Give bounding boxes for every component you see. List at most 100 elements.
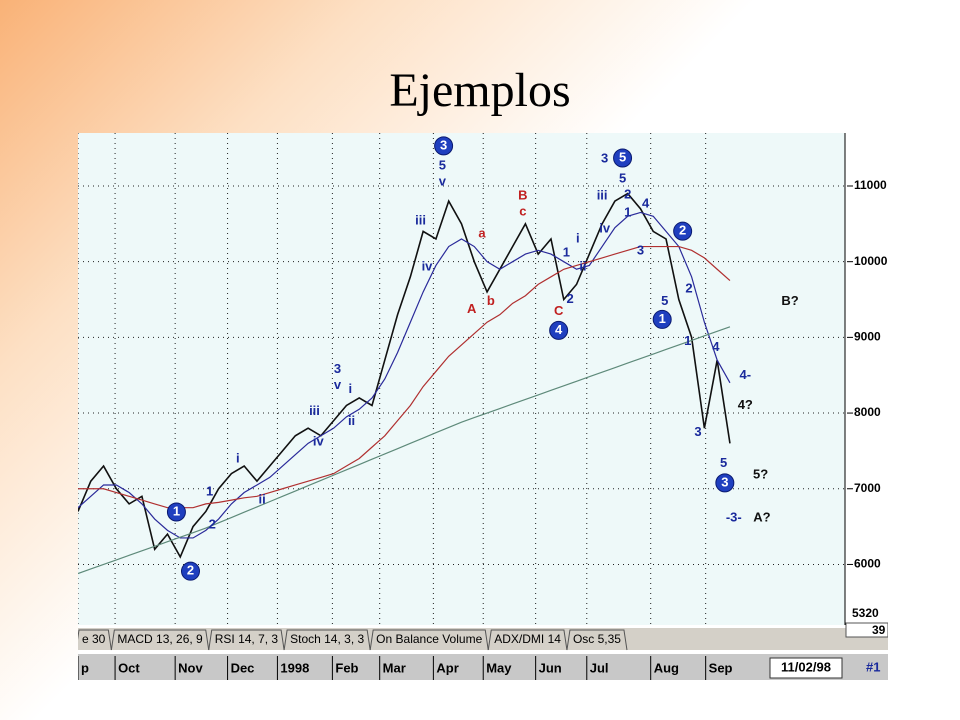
tab-outline: [283, 629, 371, 651]
x-tick-label: Dec: [231, 660, 255, 675]
wave-label: c: [519, 204, 526, 219]
wave-label: 5?: [753, 466, 768, 481]
wave-label: 1: [206, 483, 213, 498]
indicator-tab[interactable]: e 30: [82, 632, 106, 646]
wave-circle: [652, 309, 672, 329]
wave-label: 3: [721, 474, 728, 489]
y-tick-label: 10000: [854, 254, 888, 268]
wave-label: a: [478, 226, 486, 241]
x-tick-label: Mar: [383, 660, 406, 675]
tab-outline: [487, 629, 568, 651]
x-tick-label: Feb: [335, 660, 358, 675]
x-tick-label: Nov: [178, 660, 203, 675]
series-line: [78, 326, 731, 575]
y-tick-label: 6000: [854, 557, 881, 571]
wave-label: 5: [619, 149, 626, 164]
x-tick-label: Jul: [590, 660, 609, 675]
wave-label: ii: [579, 259, 586, 274]
wave-label: i: [236, 450, 240, 465]
x-tick-label: May: [486, 660, 512, 675]
series-line: [78, 192, 731, 559]
date-box-frame: [769, 657, 843, 679]
wave-label: 5: [439, 157, 446, 172]
wave-label: A?: [753, 509, 770, 524]
x-tick-label: Sep: [709, 660, 733, 675]
wave-label: 2: [567, 291, 574, 306]
tab-outline: [110, 629, 210, 651]
x-tick-label: Apr: [436, 660, 458, 675]
wave-label: i: [576, 231, 580, 246]
wave-label: 1: [684, 333, 691, 348]
indicator-tab[interactable]: MACD 13, 26, 9: [117, 632, 203, 646]
wave-label: 5: [661, 293, 668, 308]
wave-label: -3-: [726, 509, 742, 524]
indicator-tab[interactable]: Osc 5,35: [573, 632, 621, 646]
wave-label: iv: [599, 221, 611, 236]
side-box: [845, 622, 888, 638]
wave-label: A: [467, 301, 477, 316]
wave-label: iii: [309, 403, 320, 418]
y-tick-label: 9000: [854, 330, 881, 344]
wave-label: 1: [173, 503, 180, 518]
tab-bar: [78, 628, 888, 650]
wave-label: iii: [597, 187, 608, 202]
x-tick-label: Jun: [539, 660, 562, 675]
wave-label: 3: [440, 137, 447, 152]
wave-label: 2: [624, 187, 631, 202]
slide-title: Ejemplos: [389, 64, 570, 117]
wave-label: b: [487, 293, 495, 308]
wave-label: 3: [601, 150, 608, 165]
series-line: [78, 211, 731, 539]
indicator-tab[interactable]: ADX/DMI 14: [494, 632, 561, 646]
wave-label: ii: [348, 413, 355, 428]
wave-label: 2: [209, 516, 216, 531]
wave-label: B?: [781, 293, 798, 308]
wave-label: i: [348, 381, 352, 396]
chart-id: #1: [866, 659, 880, 674]
wave-label: 3: [637, 243, 644, 258]
wave-label: B: [518, 187, 527, 202]
tab-outline: [78, 629, 112, 651]
wave-label: 2: [187, 563, 194, 578]
wave-label: v: [334, 377, 342, 392]
date-box: 11/02/98: [781, 659, 831, 674]
series-line: [78, 245, 731, 509]
wave-label: 4-: [740, 367, 752, 382]
indicator-tab[interactable]: RSI 14, 7, 3: [215, 632, 279, 646]
wave-circle: [549, 320, 569, 340]
wave-label: 3: [334, 361, 341, 376]
y-tick-label: 8000: [854, 405, 881, 419]
wave-label: 2: [685, 281, 692, 296]
wave-label: v: [439, 174, 447, 189]
tab-outline: [208, 629, 285, 651]
wave-label: iii: [415, 213, 426, 228]
wave-circle: [673, 221, 693, 241]
wave-label: C: [554, 303, 564, 318]
y-tick-label: 11000: [854, 178, 887, 192]
y-tick-label: 7000: [854, 481, 881, 495]
wave-label: iv: [422, 259, 434, 274]
wave-label: 1: [563, 245, 570, 260]
wave-label: 4: [555, 322, 563, 337]
wave-label: 4: [712, 339, 720, 354]
plot-area: [78, 133, 845, 625]
wave-label: 4: [642, 196, 650, 211]
wave-circle: [613, 148, 633, 168]
side-value: 5320: [852, 606, 879, 620]
tab-outline: [566, 629, 628, 651]
wave-circle: [180, 561, 200, 581]
tab-outline: [369, 629, 489, 651]
side-value: 39: [872, 623, 886, 637]
wave-label: 5: [619, 170, 626, 185]
indicator-tab[interactable]: On Balance Volume: [376, 632, 482, 646]
wave-label: 2: [679, 223, 686, 238]
x-tick-label: 1998: [280, 660, 309, 675]
x-tick-label: Oct: [118, 660, 140, 675]
wave-label: 5: [720, 455, 727, 470]
indicator-tab[interactable]: Stoch 14, 3, 3: [290, 632, 364, 646]
wave-label: 1: [659, 311, 666, 326]
